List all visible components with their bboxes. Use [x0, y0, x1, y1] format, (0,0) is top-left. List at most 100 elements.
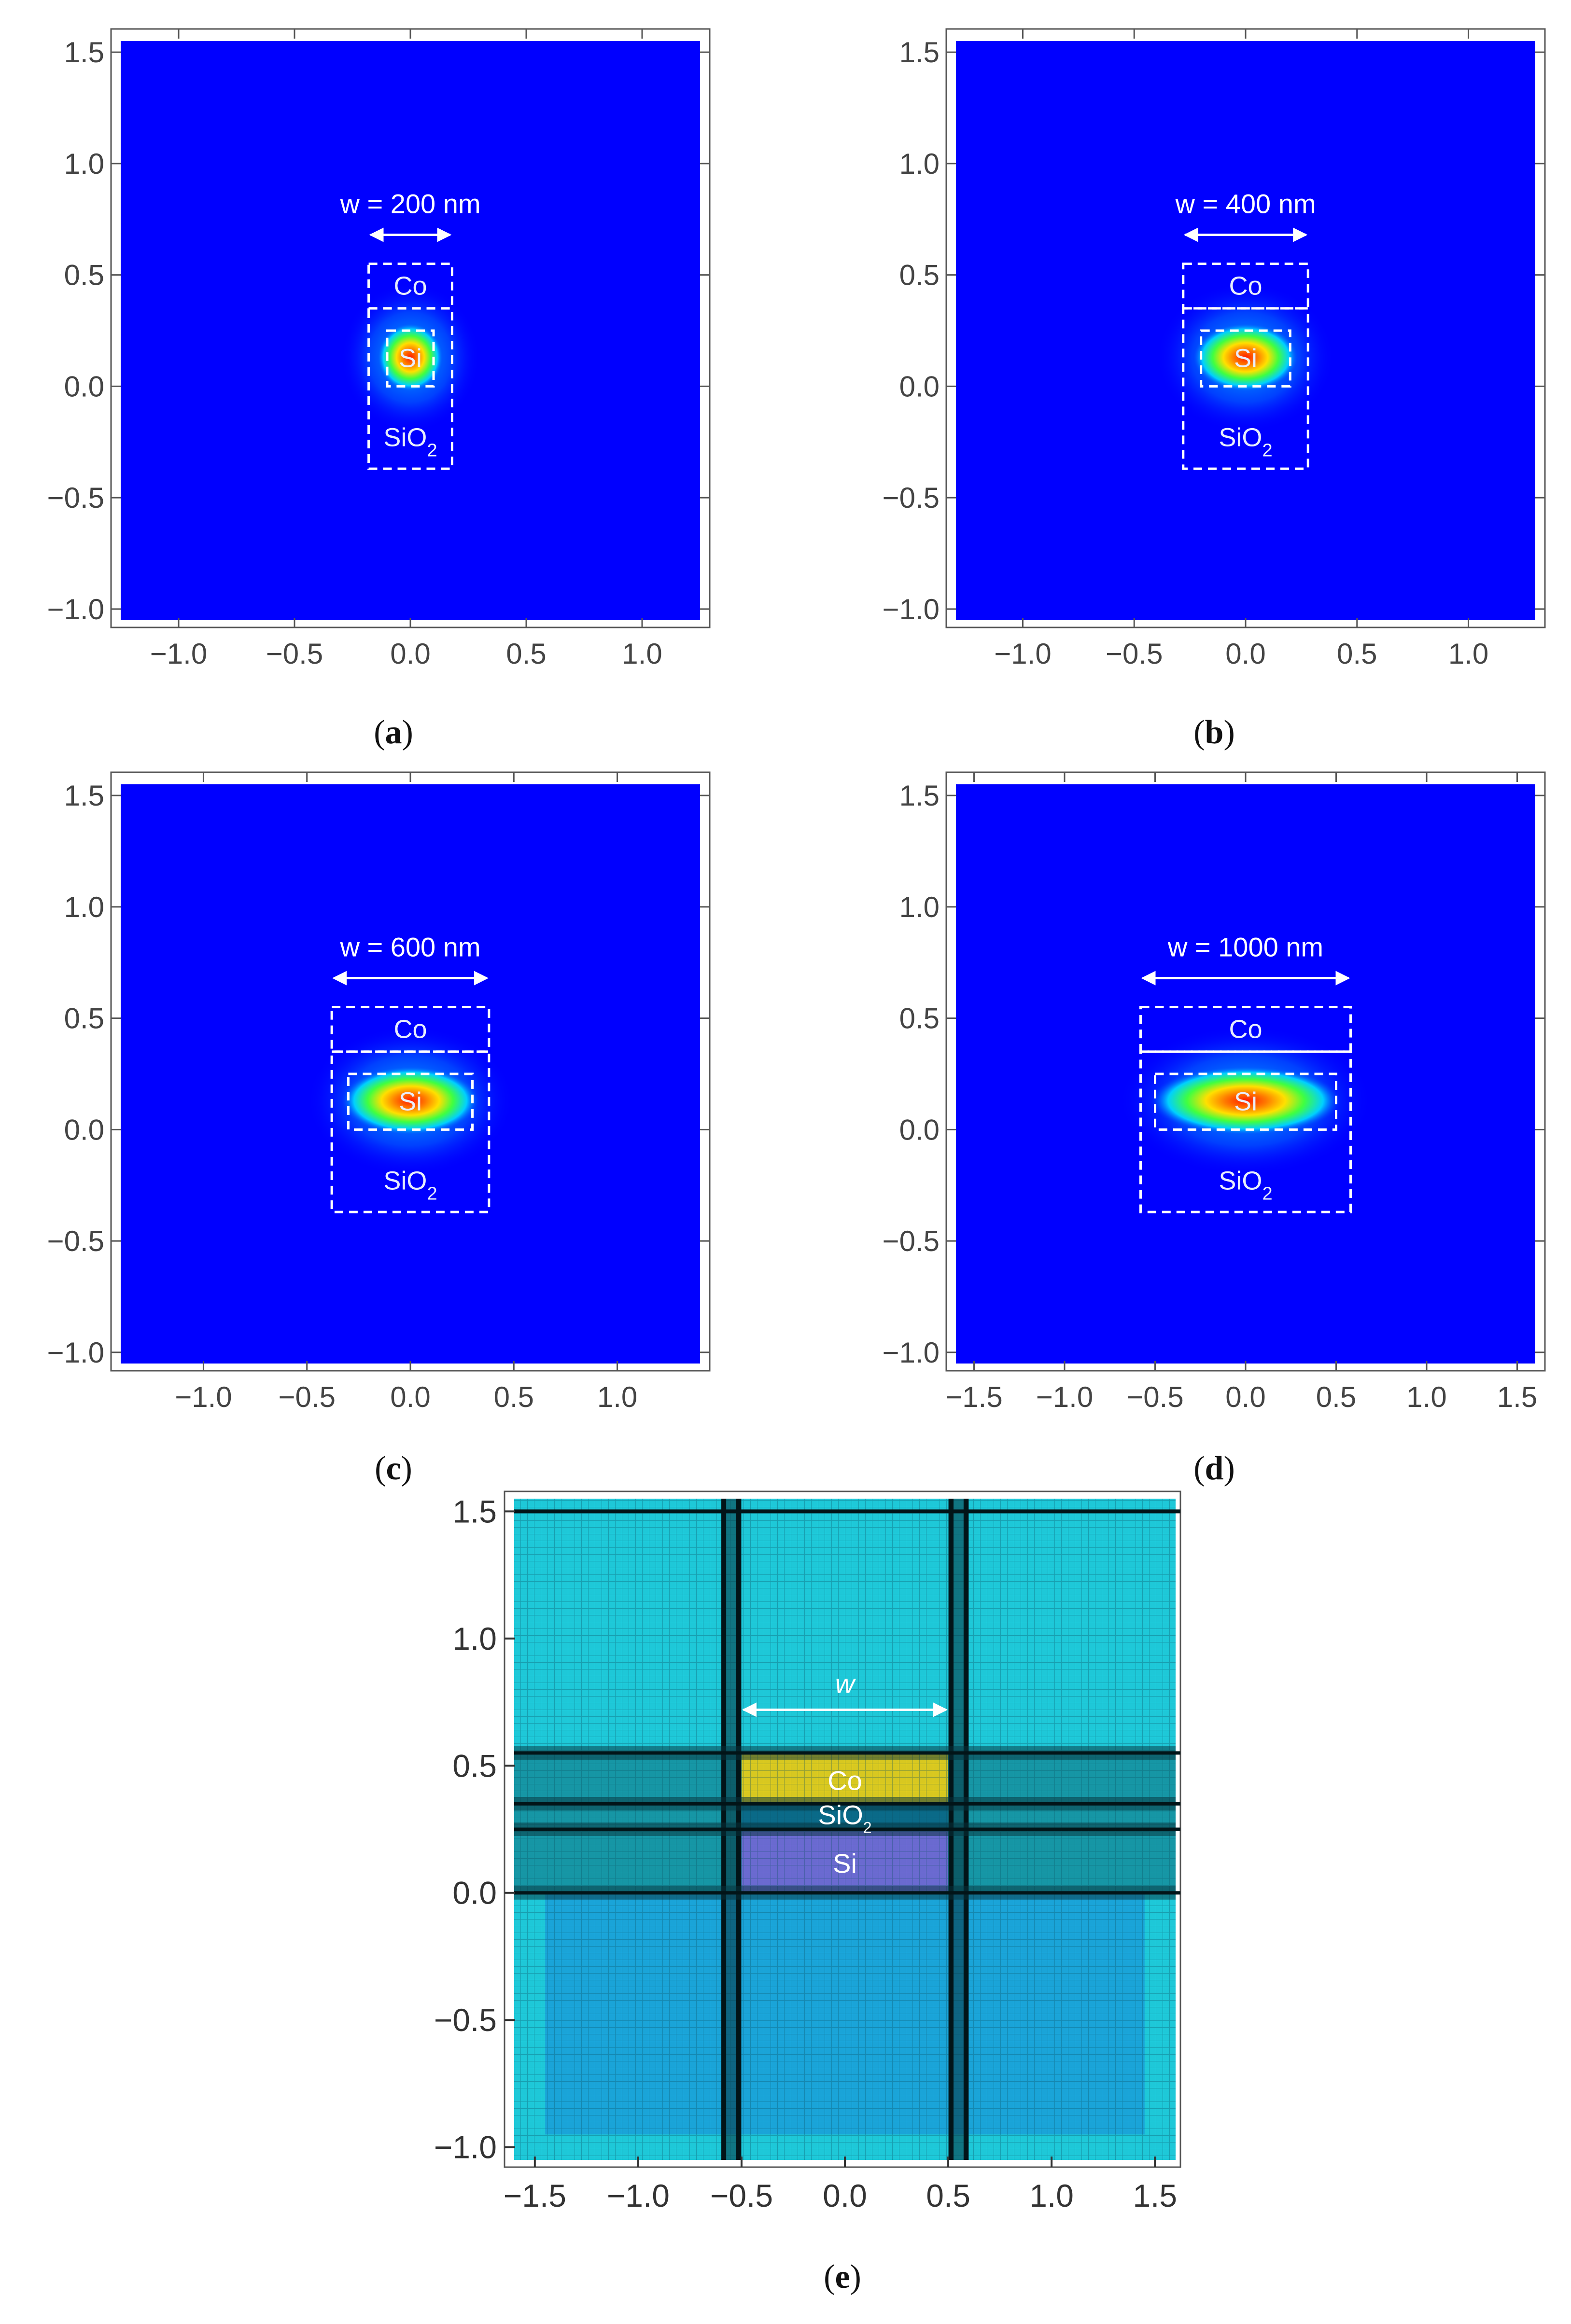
si-outline [1154, 1072, 1337, 1131]
sio2-outline [1182, 307, 1309, 470]
y-tick-label: −1.0 [883, 593, 940, 626]
y-tick-label: 1.5 [64, 36, 104, 69]
y-tick-label: −1.0 [883, 1336, 940, 1369]
y-tick-label: 0.5 [899, 1002, 940, 1035]
x-tick-label: 0.5 [494, 1381, 534, 1413]
sio2-outline [1139, 1050, 1352, 1213]
mesh-label-co: Co [828, 1766, 862, 1796]
panel-caption: (b) [1193, 714, 1235, 751]
mode-field [377, 322, 444, 392]
x-tick-label: −1.0 [150, 638, 207, 670]
caption-paren-close: ) [1223, 1450, 1234, 1487]
mode-field [1192, 322, 1299, 392]
panel-caption: (c) [375, 1450, 412, 1487]
y-tick-label: 1.5 [64, 779, 104, 812]
sio2-outline [367, 307, 453, 470]
y-tick-label: 0.0 [64, 1113, 104, 1146]
label-sio2-sub: 2 [427, 441, 437, 461]
caption-paren-close: ) [1223, 714, 1234, 751]
y-tick-label: −0.5 [47, 482, 104, 514]
x-tick-label: 1.0 [1448, 638, 1488, 670]
width-label: w = 200 nm [339, 189, 480, 219]
y-tick-label: 1.0 [899, 148, 940, 180]
y-tick-label: −1.0 [47, 593, 104, 626]
mesh-x-tick-label: −1.0 [607, 2178, 670, 2213]
x-tick-label: 0.0 [390, 638, 430, 670]
x-tick-label: −1.5 [945, 1381, 1002, 1413]
label-si: Si [1234, 1087, 1257, 1116]
mesh-label-sio2-sub: 2 [863, 1819, 872, 1837]
mesh-y-tick-label: 0.0 [452, 1875, 497, 1911]
y-tick-label: 1.0 [899, 891, 940, 923]
x-tick-label: −0.5 [1106, 638, 1163, 670]
label-sio2-sub: 2 [427, 1184, 437, 1204]
si-outline [1200, 329, 1291, 388]
x-tick-label: −1.0 [1036, 1381, 1093, 1413]
mode-field [341, 1066, 479, 1135]
mesh-x-tick-label: 1.5 [1133, 2178, 1177, 2213]
label-si: Si [399, 1087, 422, 1116]
y-tick-label: 1.0 [64, 148, 104, 180]
si-outline [386, 329, 435, 388]
x-tick-label: −1.0 [175, 1381, 232, 1413]
label-si: Si [1234, 344, 1257, 373]
caption-letter: a [385, 714, 402, 751]
y-tick-label: 0.5 [64, 1002, 104, 1035]
y-tick-label: −0.5 [883, 1225, 940, 1257]
y-tick-label: 0.0 [64, 370, 104, 403]
y-tick-label: 0.5 [899, 259, 940, 292]
co-outline [367, 263, 453, 310]
caption-paren-open: ( [824, 2258, 835, 2296]
x-tick-label: −0.5 [278, 1381, 335, 1413]
label-si: Si [399, 344, 422, 373]
mesh-x-tick-label: 0.0 [823, 2178, 867, 2213]
mode-field [1151, 1066, 1340, 1135]
caption-paren-open: ( [1193, 1450, 1205, 1487]
x-tick-label: 0.5 [506, 638, 546, 670]
y-tick-label: 0.0 [899, 370, 940, 403]
caption-paren-open: ( [374, 714, 385, 751]
mesh-x-tick-label: −0.5 [710, 2178, 773, 2213]
caption-paren-close: ) [401, 1450, 412, 1487]
x-tick-label: 0.0 [1225, 1381, 1265, 1413]
y-tick-label: 1.5 [899, 36, 940, 69]
mesh-y-tick-label: 1.5 [452, 1493, 497, 1529]
mesh-x-tick-label: 0.5 [926, 2178, 970, 2213]
y-tick-label: 0.5 [64, 259, 104, 292]
co-outline [1139, 1006, 1352, 1053]
caption-paren-open: ( [1193, 714, 1205, 751]
x-tick-label: −0.5 [266, 638, 323, 670]
mesh-width-label: w [835, 1668, 856, 1698]
caption-letter: b [1205, 714, 1224, 751]
label-co: Co [1229, 1015, 1262, 1044]
label-co: Co [1229, 272, 1262, 301]
caption-letter: d [1205, 1450, 1224, 1487]
si-outline [347, 1072, 474, 1131]
x-tick-label: 1.5 [1497, 1381, 1537, 1413]
caption-letter: e [835, 2258, 850, 2296]
mesh-y-tick-label: −0.5 [434, 2002, 497, 2038]
mesh-y-tick-label: 0.5 [452, 1748, 497, 1783]
panel-caption: (a) [374, 714, 413, 751]
width-label: w = 1000 nm [1167, 932, 1323, 962]
mesh-caption: (e) [824, 2258, 861, 2296]
caption-paren-close: ) [850, 2258, 861, 2296]
y-tick-label: 1.5 [899, 779, 940, 812]
mesh-x-tick-label: −1.5 [504, 2178, 566, 2213]
y-tick-label: 0.0 [899, 1113, 940, 1146]
width-label: w = 400 nm [1175, 189, 1316, 219]
x-tick-label: 1.0 [597, 1381, 637, 1413]
caption-paren-open: ( [375, 1450, 386, 1487]
mesh-x-tick-label: 1.0 [1029, 2178, 1074, 2213]
caption-letter: c [386, 1450, 401, 1487]
x-tick-label: −0.5 [1126, 1381, 1183, 1413]
x-tick-label: 1.0 [622, 638, 662, 670]
y-tick-label: −0.5 [47, 1225, 104, 1257]
sio2-outline [330, 1050, 491, 1213]
x-tick-label: 0.5 [1316, 1381, 1356, 1413]
